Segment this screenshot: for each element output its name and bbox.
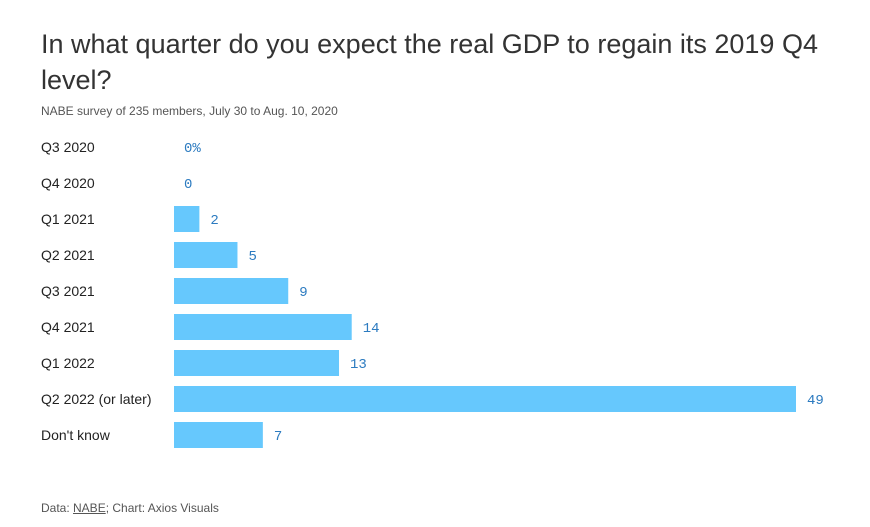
bar [174, 350, 340, 376]
bar [174, 422, 263, 448]
bar [174, 314, 352, 340]
bar [174, 242, 238, 268]
chart-subtitle: NABE survey of 235 members, July 30 to A… [41, 104, 338, 118]
value-label: 9 [299, 285, 307, 301]
value-label: 2 [210, 213, 218, 229]
value-label: 0 [184, 177, 192, 193]
value-label: 5 [248, 249, 256, 265]
value-label: 7 [274, 429, 282, 445]
footer-suffix: ; Chart: Axios Visuals [105, 501, 219, 515]
category-label: Q2 2022 (or later) [41, 391, 152, 407]
category-label: Q2 2021 [41, 247, 95, 263]
value-label: 13 [350, 357, 367, 373]
chart-title: In what quarter do you expect the real G… [41, 29, 818, 95]
category-label: Don't know [41, 427, 111, 443]
category-label: Q1 2022 [41, 355, 95, 371]
bar [174, 278, 289, 304]
bar [174, 206, 200, 232]
value-label: 0% [184, 141, 201, 157]
value-label: 49 [807, 393, 824, 409]
value-label: 14 [363, 321, 380, 337]
footer-prefix: Data: [41, 501, 74, 515]
category-label: Q3 2021 [41, 283, 95, 299]
data-source-link[interactable]: NABE [73, 501, 106, 515]
category-label: Q4 2021 [41, 319, 95, 335]
category-label: Q1 2021 [41, 211, 95, 227]
bar [174, 386, 796, 412]
category-label: Q4 2020 [41, 175, 95, 191]
chart-footer: Data: NABE; Chart: Axios Visuals [41, 501, 219, 515]
category-label: Q3 2020 [41, 139, 95, 155]
